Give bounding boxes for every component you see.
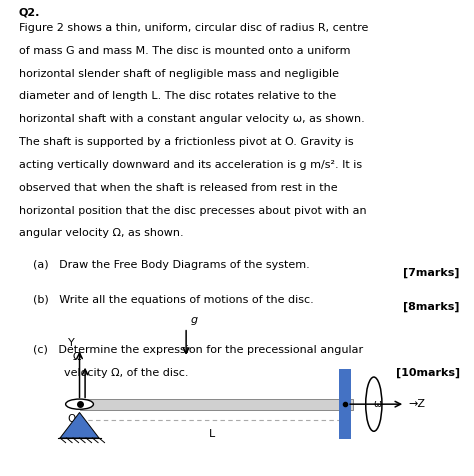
Text: Y: Y (68, 338, 75, 348)
Text: O: O (68, 414, 76, 425)
Text: diameter and of length L. The disc rotates relative to the: diameter and of length L. The disc rotat… (19, 91, 336, 101)
Polygon shape (60, 413, 99, 438)
Text: g: g (191, 316, 198, 326)
Text: (c)   Determine the expression for the precessional angular: (c) Determine the expression for the pre… (33, 345, 363, 355)
Text: velocity Ω, of the disc.: velocity Ω, of the disc. (64, 368, 189, 378)
Text: Q2.: Q2. (19, 8, 40, 18)
Text: [7marks]: [7marks] (403, 268, 460, 278)
Text: horizontal slender shaft of negligible mass and negligible: horizontal slender shaft of negligible m… (19, 69, 339, 79)
Text: [8marks]: [8marks] (403, 302, 460, 312)
Text: Figure 2 shows a thin, uniform, circular disc of radius R, centre: Figure 2 shows a thin, uniform, circular… (19, 23, 368, 33)
Text: observed that when the shaft is released from rest in the: observed that when the shaft is released… (19, 183, 337, 193)
Bar (80, 398, 353, 410)
Text: L: L (209, 429, 215, 439)
Text: ω: ω (373, 399, 381, 409)
Text: acting vertically downward and its acceleration is g m/s². It is: acting vertically downward and its accel… (19, 160, 362, 170)
Ellipse shape (65, 399, 93, 409)
Text: (b)   Write all the equations of motions of the disc.: (b) Write all the equations of motions o… (33, 295, 314, 305)
Bar (339, 369, 351, 439)
Text: angular velocity Ω, as shown.: angular velocity Ω, as shown. (19, 228, 183, 238)
Text: horizontal shaft with a constant angular velocity ω, as shown.: horizontal shaft with a constant angular… (19, 114, 365, 124)
Text: →Z: →Z (409, 399, 426, 409)
Text: (a)   Draw the Free Body Diagrams of the system.: (a) Draw the Free Body Diagrams of the s… (33, 260, 310, 270)
Text: Ω: Ω (73, 351, 82, 362)
Text: The shaft is supported by a frictionless pivot at O. Gravity is: The shaft is supported by a frictionless… (19, 137, 354, 147)
Text: G: G (341, 414, 349, 425)
Text: horizontal position that the disc precesses about pivot with an: horizontal position that the disc preces… (19, 206, 366, 216)
Text: of mass G and mass M. The disc is mounted onto a uniform: of mass G and mass M. The disc is mounte… (19, 46, 350, 56)
Text: [10marks]: [10marks] (396, 368, 460, 378)
